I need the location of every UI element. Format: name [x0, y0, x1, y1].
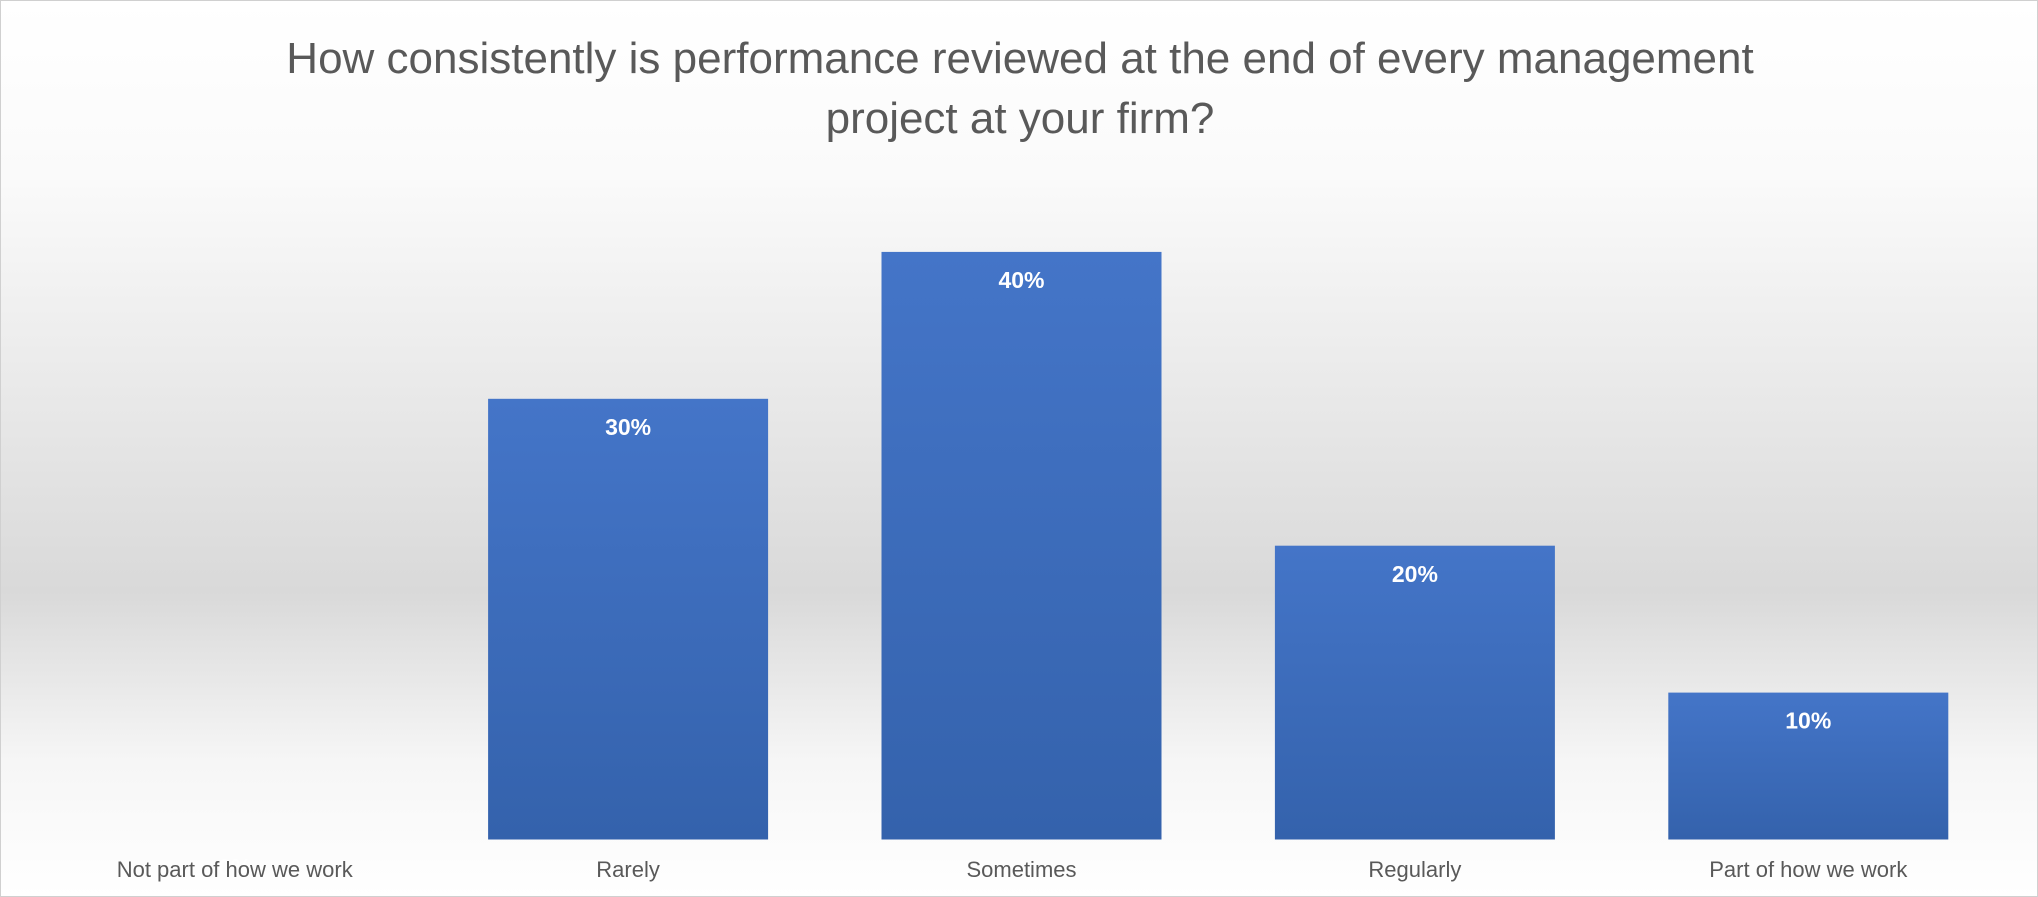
bar	[488, 398, 769, 840]
bar	[881, 251, 1162, 840]
data-label: 20%	[1392, 561, 1438, 587]
data-label: 40%	[998, 267, 1044, 293]
bar	[1274, 545, 1555, 840]
x-tick-label: Not part of how we work	[117, 857, 354, 882]
x-tick-label: Regularly	[1368, 857, 1461, 882]
data-label: 30%	[605, 414, 651, 440]
x-tick-label: Rarely	[596, 857, 660, 882]
data-label: 10%	[1785, 708, 1831, 734]
x-tick-label: Part of how we work	[1709, 857, 1908, 882]
chart-title: How consistently is performance reviewed…	[286, 34, 1754, 143]
x-tick-label: Sometimes	[966, 857, 1076, 882]
data-label: 0%	[218, 855, 251, 881]
bar	[1668, 692, 1949, 840]
